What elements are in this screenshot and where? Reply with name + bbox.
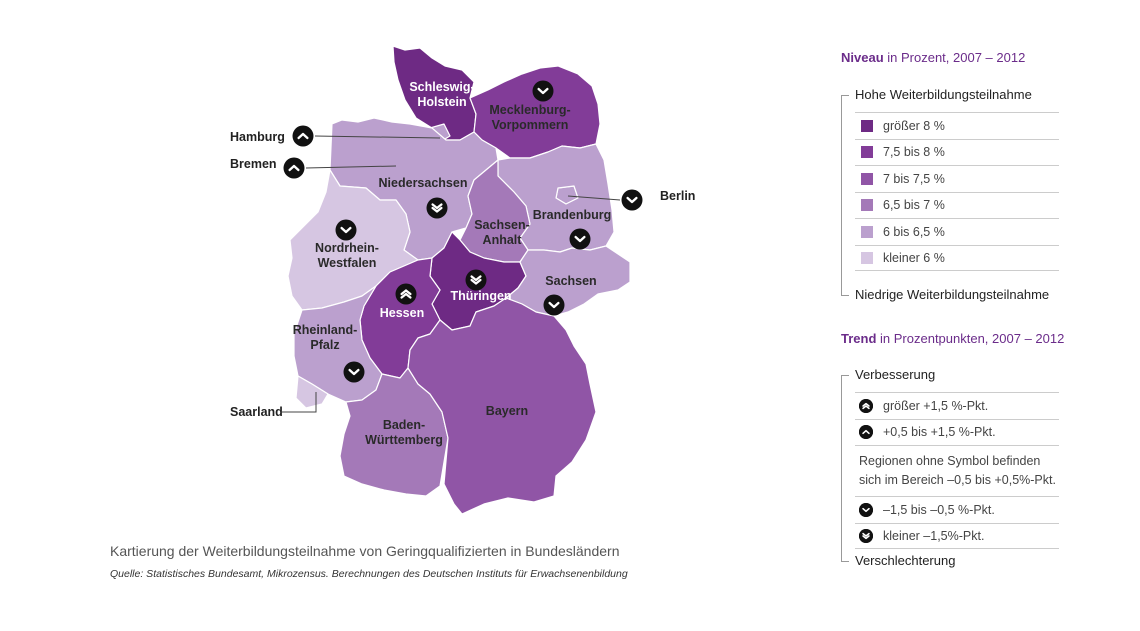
- state-label-hamburg: Hamburg: [230, 130, 285, 144]
- state-label-bremen: Bremen: [230, 157, 277, 171]
- chevron-up-icon: [859, 425, 873, 440]
- trend-double-up-icon: [395, 283, 417, 305]
- trend-label: größer +1,5 %-Pkt.: [883, 398, 989, 413]
- source-note: Quelle: Statistisches Bundesamt, Mikroze…: [110, 568, 628, 580]
- trend-down-icon: [343, 361, 365, 383]
- trend-legend: Trend in Prozentpunkten, 2007 – 2012 Ver…: [841, 331, 1065, 576]
- trend-legend-item: kleiner –1,5%-Pkt.: [855, 522, 1059, 549]
- trend-legend-bottom: Verschlechterung: [855, 553, 956, 568]
- double-chevron-up-icon: [859, 398, 873, 413]
- state-label-saarland: Saarland: [230, 405, 283, 419]
- level-legend-item: 7 bis 7,5 %: [855, 165, 1059, 192]
- trend-double-down-icon: [465, 269, 487, 291]
- level-legend-item: kleiner 6 %: [855, 244, 1059, 271]
- level-legend-item: 6,5 bis 7 %: [855, 191, 1059, 219]
- trend-label: –1,5 bis –0,5 %-Pkt.: [883, 502, 995, 517]
- level-legend-bottom: Niedrige Weiterbildungsteilnahme: [855, 287, 1050, 302]
- state-label-berlin: Berlin: [660, 189, 695, 203]
- level-legend-item: 6 bis 6,5 %: [855, 218, 1059, 245]
- level-legend-item: 7,5 bis 8 %: [855, 138, 1059, 166]
- level-legend: Niveau in Prozent, 2007 – 2012 Hohe Weit…: [841, 50, 1059, 310]
- level-legend-item: größer 8 %: [855, 112, 1059, 139]
- state-label-thueringen: Thüringen: [450, 289, 511, 303]
- level-swatch: [861, 199, 873, 212]
- level-swatch: [861, 225, 873, 238]
- trend-legend-item: größer +1,5 %-Pkt.: [855, 392, 1059, 419]
- state-label-baden-wuerttemberg: Baden-Württemberg: [365, 418, 443, 447]
- state-label-brandenburg: Brandenburg: [533, 208, 611, 222]
- level-swatch: [861, 251, 873, 264]
- state-label-sachsen: Sachsen: [545, 274, 596, 288]
- state-saarland: [295, 375, 329, 409]
- leader-line-saarland: [282, 392, 317, 413]
- state-label-nordrhein-westfalen: Nordrhein-Westfalen: [315, 241, 379, 270]
- chevron-down-icon: [859, 502, 873, 517]
- level-legend-title: Niveau in Prozent, 2007 – 2012: [841, 50, 1026, 65]
- trend-legend-title: Trend in Prozentpunkten, 2007 – 2012: [841, 331, 1065, 346]
- level-label: 7,5 bis 8 %: [883, 145, 945, 160]
- trend-down-icon: [543, 294, 565, 316]
- state-label-mecklenburg-vorpommern: Mecklenburg-Vorpommern: [489, 103, 570, 132]
- state-bayern: [407, 297, 597, 515]
- level-swatch: [861, 146, 873, 159]
- trend-down-icon: [335, 219, 357, 241]
- leader-line-hamburg: [314, 135, 441, 139]
- level-swatch: [861, 172, 873, 185]
- state-label-hessen: Hessen: [380, 306, 424, 320]
- trend-legend-item: +0,5 bis +1,5 %-Pkt.: [855, 418, 1059, 446]
- trend-up-icon: [283, 157, 305, 179]
- trend-legend-item: –1,5 bis –0,5 %-Pkt.: [855, 496, 1059, 523]
- trend-up-icon: [292, 125, 314, 147]
- trend-down-icon: [569, 228, 591, 250]
- trend-note: Regionen ohne Symbol befinden sich im Be…: [855, 445, 1059, 496]
- state-mecklenburg-vorpommern: [469, 65, 601, 159]
- leader-line-berlin: [567, 195, 621, 201]
- state-label-sachsen-anhalt: Sachsen-Anhalt: [474, 218, 530, 247]
- double-chevron-down-icon: [859, 528, 873, 543]
- state-label-bayern: Bayern: [486, 404, 528, 418]
- trend-label: +0,5 bis +1,5 %-Pkt.: [883, 425, 996, 440]
- level-legend-top: Hohe Weiterbildungsteilnahme: [855, 87, 1032, 102]
- trend-down-icon: [532, 80, 554, 102]
- state-baden-wuerttemberg: [339, 367, 449, 497]
- trend-legend-top: Verbesserung: [855, 367, 936, 382]
- state-label-schleswig-holstein: Schleswig-Holstein: [409, 80, 474, 109]
- state-label-niedersachsen: Niedersachsen: [379, 176, 468, 190]
- level-label: größer 8 %: [883, 118, 945, 133]
- leader-line-bremen: [305, 165, 397, 169]
- level-label: kleiner 6 %: [883, 250, 945, 265]
- trend-label: kleiner –1,5%-Pkt.: [883, 528, 985, 543]
- level-label: 6,5 bis 7 %: [883, 198, 945, 213]
- trend-down-icon: [621, 189, 643, 211]
- level-label: 7 bis 7,5 %: [883, 171, 945, 186]
- state-label-rheinland-pfalz: Rheinland-Pfalz: [293, 323, 358, 352]
- level-swatch: [861, 119, 873, 132]
- trend-double-down-icon: [426, 197, 448, 219]
- level-label: 6 bis 6,5 %: [883, 224, 945, 239]
- map-caption: Kartierung der Weiterbildungsteilnahme v…: [110, 543, 620, 559]
